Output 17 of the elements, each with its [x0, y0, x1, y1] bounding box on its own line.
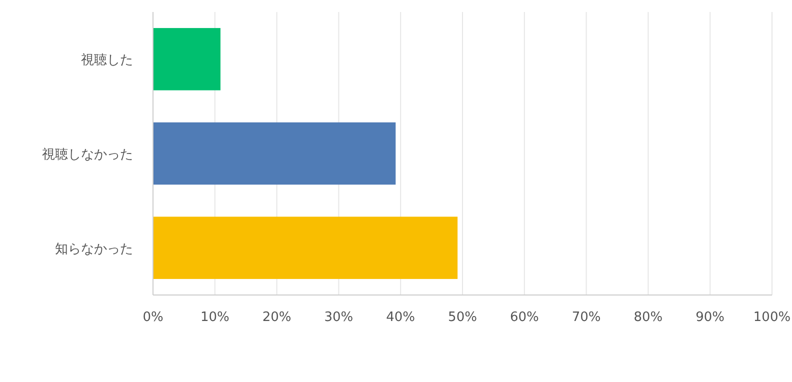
x-tick-label: 60% [510, 310, 539, 325]
y-tick-label: 視聴した [81, 53, 133, 68]
x-tick-label: 50% [448, 310, 477, 325]
x-tick-label: 0% [142, 310, 164, 325]
bar [153, 122, 396, 185]
x-tick-label: 30% [324, 310, 354, 325]
bar [153, 28, 220, 90]
x-tick-label: 80% [634, 310, 663, 325]
x-tick-label: 40% [386, 310, 416, 325]
y-tick-label: 知らなかった [55, 242, 133, 257]
bar [153, 216, 458, 279]
x-tick-label: 100% [753, 310, 791, 325]
x-tick-label: 10% [200, 310, 230, 325]
y-tick-label: 視聴しなかった [42, 148, 133, 162]
x-tick-label: 70% [572, 310, 601, 325]
x-tick-label: 90% [696, 310, 725, 325]
x-tick-label: 20% [262, 310, 292, 325]
